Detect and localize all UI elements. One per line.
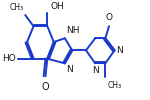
Text: N: N	[116, 46, 123, 55]
Text: N: N	[66, 65, 72, 74]
Text: O: O	[42, 82, 49, 92]
Text: HO: HO	[2, 54, 16, 63]
Text: O: O	[105, 13, 112, 22]
Text: OH: OH	[50, 2, 64, 11]
Text: CH₃: CH₃	[9, 3, 23, 12]
Text: CH₃: CH₃	[107, 81, 121, 90]
Text: N: N	[92, 66, 99, 75]
Text: NH: NH	[66, 26, 79, 36]
